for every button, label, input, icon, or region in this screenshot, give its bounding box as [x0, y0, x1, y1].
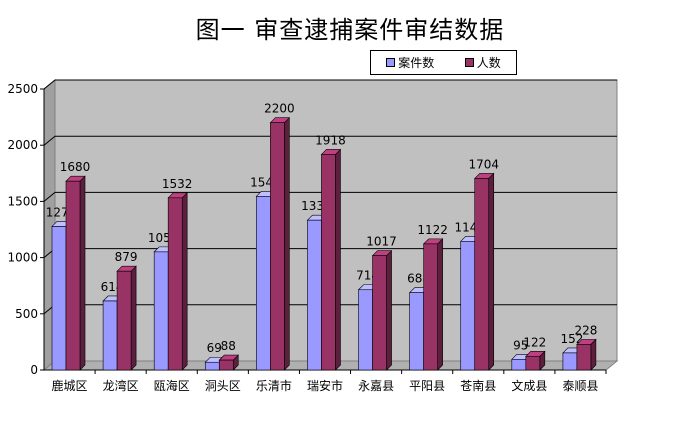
x-tick-label: 文成县: [511, 378, 547, 393]
bar-persons: [525, 355, 541, 371]
bar-cases: [409, 292, 424, 371]
legend-item-cases: 案件数: [386, 54, 434, 71]
x-tick-label: 乐清市: [256, 378, 292, 393]
bar-persons: [218, 359, 234, 371]
x-tick-label: 瓯海区: [154, 378, 190, 393]
bar-cases: [51, 226, 67, 371]
bar-cases: [460, 241, 476, 371]
legend: 案件数 人数: [370, 50, 517, 75]
bar-cases: [511, 359, 527, 371]
x-tick-label: 鹿城区: [52, 378, 88, 393]
y-tick-label: 1000: [7, 251, 38, 265]
bar-cases: [204, 361, 220, 371]
legend-swatch-cases: [386, 58, 396, 67]
bar-side: [386, 249, 392, 371]
data-label: 879: [115, 250, 138, 264]
y-tick-label: 500: [15, 307, 38, 321]
x-tick-label: 永嘉县: [358, 379, 394, 393]
bar-persons: [372, 255, 387, 371]
x-tick-label: 泰顺县: [562, 379, 598, 393]
bar-persons: [423, 243, 438, 371]
y-tick-label: 0: [30, 363, 38, 377]
data-label: 2200: [264, 102, 295, 116]
data-label: 1680: [60, 160, 91, 174]
x-tick-label: 洞头区: [205, 379, 241, 393]
bar-persons: [270, 122, 285, 371]
bar-cases: [153, 251, 169, 371]
data-label: 228: [574, 323, 597, 337]
y-tick-label: 1500: [7, 194, 38, 208]
data-label: 1017: [366, 235, 397, 249]
y-tick-label: 2000: [7, 138, 38, 152]
gridline: [43, 135, 617, 146]
bar-side: [130, 265, 137, 371]
gridline: [43, 191, 617, 202]
data-label: 1532: [162, 177, 193, 191]
legend-label-cases: 案件数: [398, 56, 435, 70]
bar-persons: [65, 180, 81, 371]
bar-persons: [167, 197, 183, 371]
x-tick-label: 龙湾区: [103, 378, 139, 393]
bar-cases: [562, 352, 578, 371]
chart-title: 图一 审查逮捕案件审结数据: [195, 16, 505, 44]
bar-cases: [102, 300, 118, 371]
data-label: 69: [207, 341, 222, 355]
bar-persons: [576, 344, 592, 371]
bar-cases: [256, 196, 271, 371]
gridline: [43, 79, 617, 90]
data-label: 88: [221, 339, 236, 353]
legend-swatch-persons: [464, 58, 474, 67]
bar-side: [79, 175, 86, 371]
bar-side: [284, 116, 290, 371]
data-label: 1918: [315, 133, 346, 147]
bar-persons: [474, 178, 490, 371]
y-tick-label: 2500: [7, 82, 38, 96]
data-label: 1704: [468, 157, 499, 171]
bar-persons: [321, 154, 336, 371]
legend-label-persons: 人数: [476, 56, 501, 70]
x-tick-label: 瑞安市: [307, 378, 343, 393]
bar-side: [181, 192, 188, 371]
bar-persons: [116, 270, 132, 371]
x-tick-label: 苍南县: [460, 378, 496, 393]
data-label: 95: [513, 338, 528, 352]
bar-cases: [358, 289, 373, 371]
data-label: 122: [523, 335, 546, 349]
data-label: 1122: [417, 223, 448, 237]
bar-side: [335, 148, 341, 371]
legend-item-persons: 人数: [464, 54, 501, 71]
bar-side: [437, 238, 443, 371]
bar-cases: [307, 219, 322, 371]
x-tick-label: 平阳县: [409, 379, 445, 393]
bar-side: [488, 172, 495, 371]
data-label: 152: [560, 332, 583, 346]
